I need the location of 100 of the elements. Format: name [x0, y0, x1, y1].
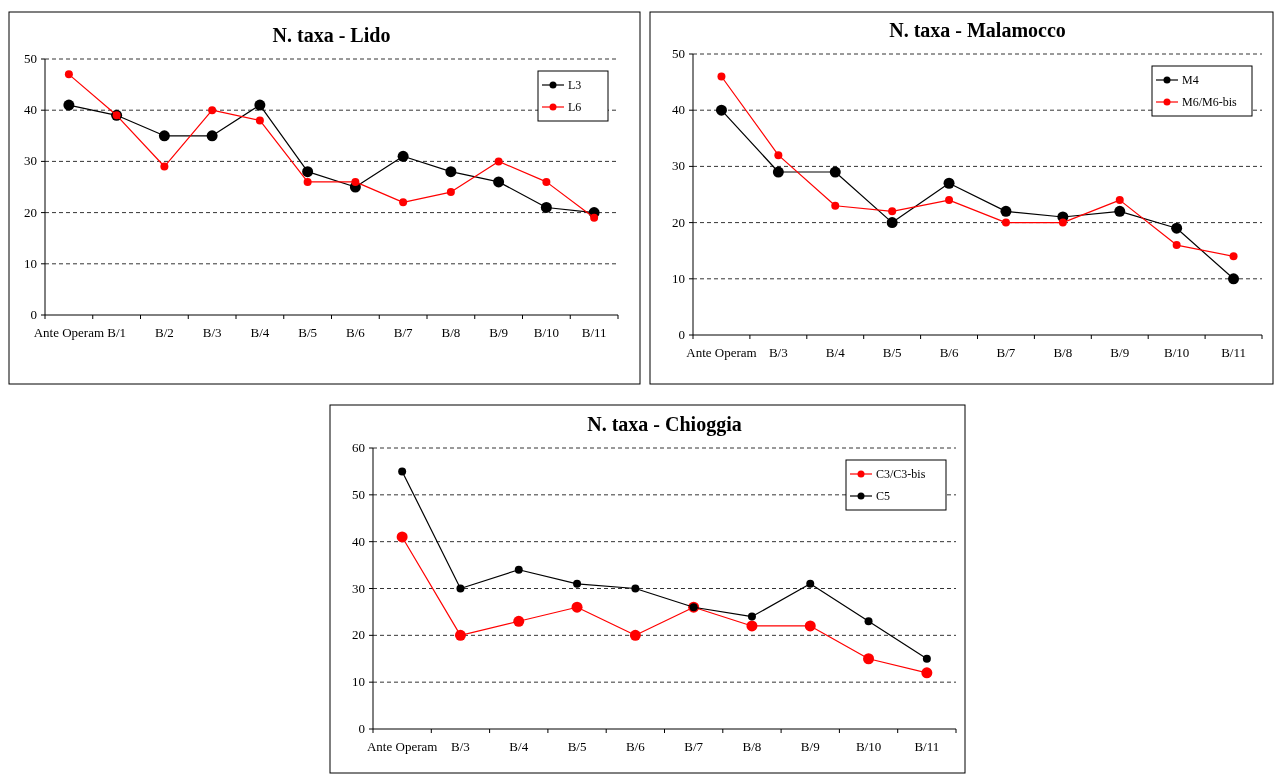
y-tick-label: 50	[24, 51, 37, 66]
point	[397, 150, 409, 162]
y-tick-label: 20	[672, 214, 685, 230]
x-tick-label: B/8	[441, 325, 461, 340]
point	[399, 198, 408, 207]
y-tick-label: 0	[358, 721, 365, 736]
y-tick-label: 10	[352, 674, 365, 690]
x-tick-label: B/11	[1221, 345, 1246, 360]
y-tick-label: 0	[30, 307, 37, 322]
point	[590, 213, 599, 222]
y-tick-label: 30	[672, 158, 685, 174]
x-tick-label: B/6	[345, 325, 366, 340]
legend-label: M4	[1182, 73, 1199, 87]
point	[1115, 196, 1124, 205]
x-tick-label: B/2	[154, 325, 174, 340]
point	[1000, 205, 1012, 217]
point	[255, 116, 264, 125]
point	[571, 601, 583, 613]
x-tick-label: B/6	[939, 345, 959, 360]
chart-title: N. taxa - Malamocco	[889, 19, 1066, 41]
y-tick-label: 50	[352, 486, 365, 502]
legend-label: C5	[876, 489, 891, 503]
x-tick-label: B/5	[567, 739, 587, 754]
x-tick-label: B/3	[451, 739, 470, 754]
point	[629, 629, 641, 641]
point	[806, 579, 815, 588]
point	[303, 177, 312, 186]
x-tick-label: B/9	[800, 739, 820, 754]
x-tick-label: Ante Operam	[33, 325, 105, 340]
chart-title: N. taxa - Lido	[272, 24, 391, 46]
point	[542, 177, 551, 186]
point	[456, 584, 465, 593]
point	[943, 177, 955, 189]
x-tick-label: B/3	[202, 325, 222, 340]
point	[494, 157, 503, 166]
point	[717, 72, 726, 81]
x-tick-label: B/10	[1164, 345, 1190, 360]
point	[160, 162, 169, 171]
x-tick-label: B/3	[768, 345, 788, 360]
point	[206, 130, 218, 142]
point	[1172, 241, 1181, 250]
point	[396, 531, 408, 543]
point	[772, 166, 784, 178]
x-tick-label: B/1	[107, 325, 127, 340]
y-tick-label: 20	[24, 204, 37, 220]
y-tick-label: 10	[672, 270, 685, 286]
x-tick-label: B/4	[509, 739, 529, 754]
point	[888, 207, 897, 216]
point	[398, 467, 407, 476]
point	[829, 166, 841, 178]
point	[746, 620, 758, 632]
x-tick-label: B/11	[914, 739, 940, 754]
x-tick-label: B/8	[1053, 345, 1073, 360]
x-tick-label: B/9	[1110, 345, 1130, 360]
y-tick-label: 0	[678, 327, 685, 342]
x-tick-label: B/10	[533, 325, 560, 340]
y-tick-label: 30	[352, 580, 365, 596]
x-tick-label: Ante Operam	[686, 345, 757, 360]
x-tick-label: B/11	[581, 325, 607, 340]
x-tick-label: B/5	[882, 345, 902, 360]
point	[886, 217, 898, 229]
point	[1171, 222, 1183, 234]
point	[774, 151, 783, 160]
point	[513, 615, 525, 627]
y-tick-label: 30	[24, 153, 37, 169]
x-tick-label: B/9	[489, 325, 509, 340]
y-tick-label: 20	[352, 627, 365, 643]
x-tick-label: B/4	[250, 325, 270, 340]
point	[1114, 205, 1126, 217]
x-tick-label: Ante Operam	[366, 739, 438, 754]
y-tick-label: 40	[24, 102, 37, 118]
chart-title: N. taxa - Chioggia	[587, 413, 742, 436]
point	[804, 620, 816, 632]
y-tick-label: 10	[24, 255, 37, 271]
point	[540, 201, 552, 213]
point	[1058, 218, 1067, 227]
point	[514, 565, 523, 574]
x-tick-label: B/7	[996, 345, 1016, 360]
point	[493, 176, 505, 188]
x-tick-label: B/8	[742, 739, 762, 754]
legend-label: L3	[568, 78, 582, 92]
point	[445, 166, 457, 178]
x-tick-label: B/6	[625, 739, 646, 754]
point	[63, 99, 75, 111]
x-tick-label: B/4	[825, 345, 846, 360]
point	[446, 188, 455, 197]
point	[863, 653, 875, 665]
point	[158, 130, 170, 142]
point	[64, 70, 73, 79]
point	[573, 579, 582, 588]
point	[945, 196, 954, 205]
point	[922, 654, 931, 663]
legend-label: L6	[568, 100, 582, 114]
point	[631, 584, 640, 593]
point	[254, 99, 266, 111]
point	[1001, 218, 1010, 227]
x-tick-label: B/7	[393, 325, 414, 340]
point	[302, 166, 314, 178]
legend-label: C3/C3-bis	[876, 467, 926, 481]
point	[351, 177, 360, 186]
